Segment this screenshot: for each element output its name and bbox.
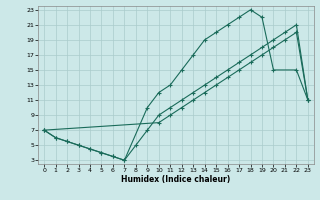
X-axis label: Humidex (Indice chaleur): Humidex (Indice chaleur) [121,175,231,184]
